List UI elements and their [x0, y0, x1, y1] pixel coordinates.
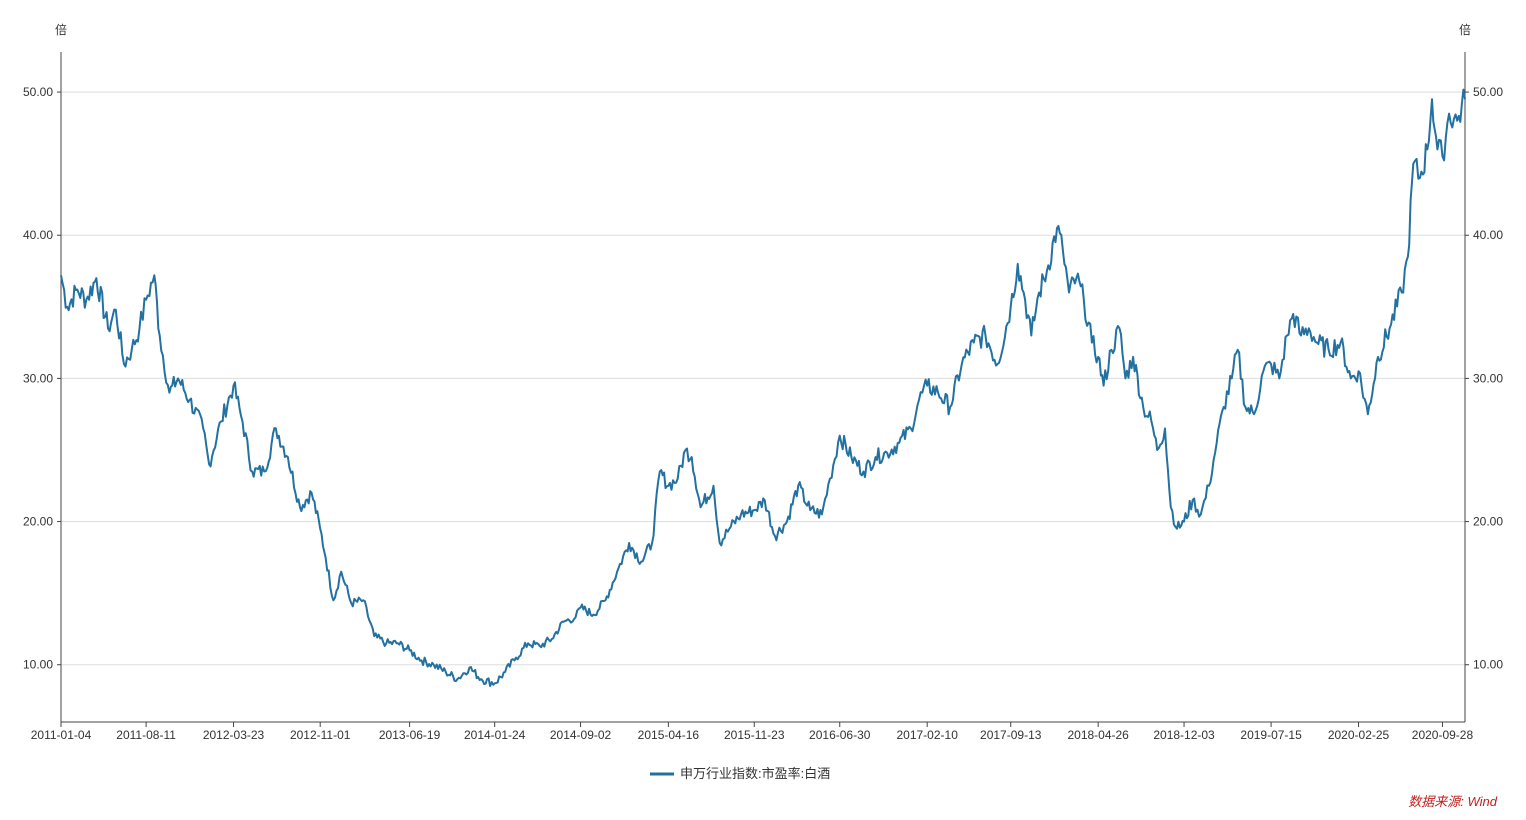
y-tick-label-right: 10.00	[1473, 658, 1503, 672]
y-tick-label-right: 40.00	[1473, 228, 1503, 242]
y-ticks-right: 10.00 20.00 30.00 40.00 50.00	[1465, 85, 1503, 672]
y-axis-unit-right: 倍	[1459, 22, 1471, 37]
x-tick-label: 2011-08-11	[116, 728, 176, 742]
y-tick-label-left: 50.00	[23, 85, 53, 99]
y-tick-label-left: 10.00	[23, 658, 53, 672]
y-tick-label-right: 30.00	[1473, 371, 1503, 385]
y-tick-label-left: 30.00	[23, 371, 53, 385]
x-tick-label: 2012-11-01	[290, 728, 351, 742]
x-tick-label: 2013-06-19	[379, 728, 441, 742]
x-tick-label: 2018-04-26	[1067, 728, 1129, 742]
grid-lines	[61, 91, 1465, 666]
x-tick-label: 2019-07-15	[1240, 728, 1302, 742]
y-tick-label-left: 20.00	[23, 515, 53, 529]
x-tick-label: 2020-09-28	[1412, 728, 1474, 742]
x-tick-label: 2018-12-03	[1153, 728, 1215, 742]
x-ticks: 2011-01-04 2011-08-11 2012-03-23 2012-11-01…	[31, 722, 1474, 742]
data-source-note: 数据来源: Wind	[1408, 794, 1497, 809]
legend[interactable]: 申万行业指数:市盈率:白酒	[650, 766, 830, 781]
x-tick-label: 2012-03-23	[203, 728, 265, 742]
x-tick-label: 2014-01-24	[464, 728, 526, 742]
legend-label: 申万行业指数:市盈率:白酒	[680, 766, 830, 781]
x-tick-label: 2015-04-16	[638, 728, 700, 742]
x-tick-label: 2014-09-02	[550, 728, 612, 742]
x-tick-label: 2017-02-10	[896, 728, 958, 742]
x-tick-label: 2015-11-23	[724, 728, 785, 742]
y-tick-label-left: 40.00	[23, 228, 53, 242]
y-ticks-left: 10.00 20.00 30.00 40.00 50.00	[23, 85, 61, 672]
x-tick-label: 2017-09-13	[980, 728, 1042, 742]
series-line-baijiu-pe	[60, 88, 1466, 687]
x-tick-label: 2020-02-25	[1328, 728, 1390, 742]
y-tick-label-right: 50.00	[1473, 85, 1503, 99]
y-tick-label-right: 20.00	[1473, 515, 1503, 529]
y-axis-unit-left: 倍	[55, 22, 67, 37]
x-tick-label: 2016-06-30	[809, 728, 871, 742]
x-tick-label: 2011-01-04	[31, 728, 92, 742]
